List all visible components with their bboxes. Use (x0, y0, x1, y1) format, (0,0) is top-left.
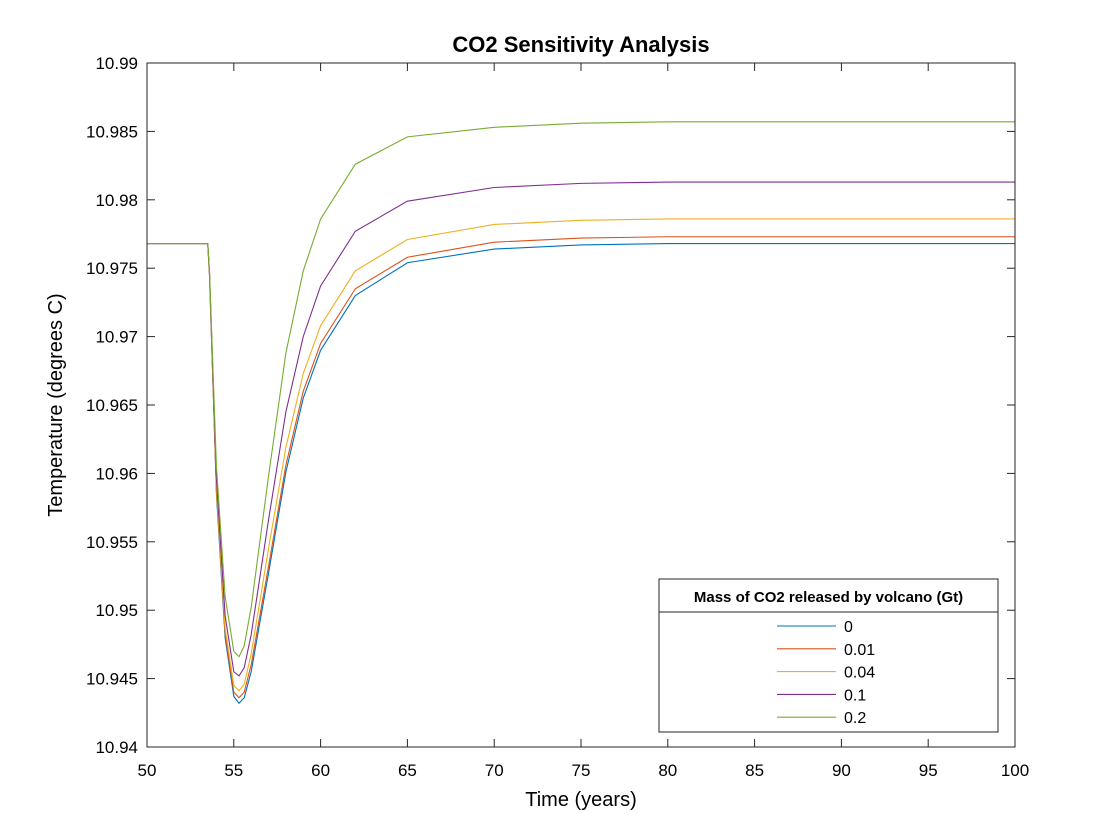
y-tick-label: 10.98 (95, 191, 138, 210)
chart-title: CO2 Sensitivity Analysis (452, 32, 709, 57)
series-line-4 (147, 121, 1015, 658)
y-tick-label: 10.97 (95, 328, 138, 347)
series-line-3 (147, 181, 1015, 677)
x-tick-label: 75 (572, 761, 591, 780)
y-tick-label: 10.94 (95, 738, 138, 757)
series-group (147, 121, 1015, 705)
x-tick-label: 70 (485, 761, 504, 780)
x-axis-label: Time (years) (525, 789, 636, 811)
legend-label-3: 0.1 (844, 687, 866, 704)
x-tick-label: 95 (919, 761, 938, 780)
legend-label-2: 0.04 (844, 665, 875, 682)
y-tick-label: 10.965 (86, 396, 138, 415)
legend: Mass of CO2 released by volcano (Gt) 0 0.0… (658, 578, 999, 733)
legend-label-4: 0.2 (844, 710, 866, 727)
legend-label-1: 0.01 (844, 642, 875, 659)
x-tick-label: 85 (745, 761, 764, 780)
x-tick-label: 100 (1001, 761, 1029, 780)
y-tick-label: 10.945 (86, 670, 138, 689)
y-tick-label: 10.985 (86, 122, 138, 141)
x-tick-label: 50 (138, 761, 157, 780)
y-tick-label: 10.95 (95, 601, 138, 620)
y-tick-label: 10.96 (95, 464, 138, 483)
x-tick-label: 60 (311, 761, 330, 780)
y-tick-label: 10.975 (86, 259, 138, 278)
legend-title: Mass of CO2 released by volcano (Gt) (694, 589, 963, 606)
plot-area: 50 55 60 65 70 75 80 85 90 95 100 10.94 10.945 10.95 1… (86, 54, 1029, 780)
x-tick-label: 65 (398, 761, 417, 780)
y-tick-label: 10.955 (86, 533, 138, 552)
legend-box (658, 578, 999, 733)
x-tick-label: 80 (658, 761, 677, 780)
y-axis-label: Temperature (degrees C) (45, 293, 67, 516)
legend-label-0: 0 (844, 619, 853, 636)
x-tick-label: 90 (832, 761, 851, 780)
x-tick-label: 55 (224, 761, 243, 780)
y-tick-label: 10.99 (95, 54, 138, 73)
